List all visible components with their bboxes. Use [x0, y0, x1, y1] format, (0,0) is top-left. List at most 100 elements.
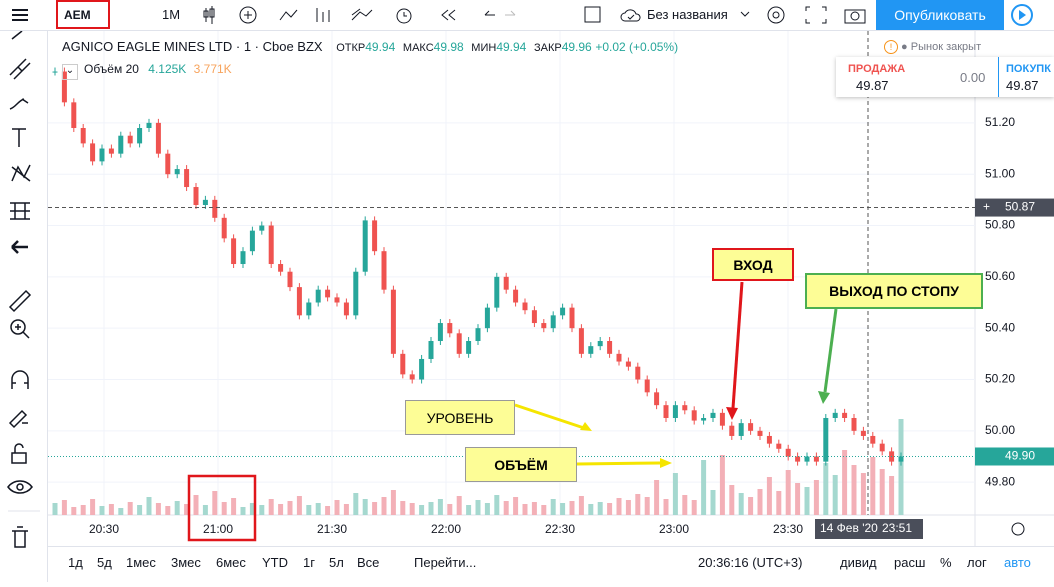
volume-bar [212, 491, 218, 515]
volume-bar [334, 500, 340, 515]
cloud-icon [620, 9, 641, 22]
candle [306, 302, 312, 316]
play-button[interactable] [1010, 3, 1034, 27]
range-button[interactable]: дивид [840, 555, 877, 570]
exit-label: ВЫХОД ПО СТОПУ [805, 273, 983, 309]
volume-annotation: ОБЪЁМ [465, 447, 577, 482]
candle [635, 366, 641, 380]
sell-label[interactable]: ПРОДАЖА [848, 63, 906, 75]
volume-bar [400, 501, 406, 515]
volume-bar [184, 504, 190, 515]
volume-value: 4.125K [148, 62, 187, 76]
candle [550, 315, 556, 329]
volume-bar [578, 496, 584, 515]
volume-bar [503, 501, 509, 515]
candle [400, 353, 406, 375]
candle [879, 443, 885, 452]
range-button[interactable]: 1г [303, 555, 315, 570]
candle [343, 302, 349, 316]
volume-bar [306, 505, 312, 515]
collapse-button[interactable]: ⌄ [62, 64, 78, 80]
volume-bar [165, 506, 171, 515]
range-button[interactable]: авто [1004, 555, 1031, 570]
volume-bar [61, 500, 67, 515]
candle [898, 456, 904, 462]
volume-bar [701, 460, 707, 515]
range-button[interactable]: % [940, 555, 952, 570]
time-cursor-time: 23:51 [882, 521, 912, 535]
candle [588, 346, 594, 354]
candle [240, 251, 246, 265]
candle [127, 135, 133, 144]
volume-bar [842, 450, 848, 515]
y-tick-label: 50.60 [985, 269, 1015, 283]
market-status-text: Рынок закрыт [910, 41, 982, 53]
buy-label[interactable]: ПОКУПК [1006, 63, 1051, 75]
y-tick-label: 50.00 [985, 423, 1015, 437]
volume-bar [362, 499, 368, 515]
symbol[interactable]: AEM [64, 8, 91, 22]
volume-bar [287, 501, 293, 515]
range-button[interactable]: лог [967, 555, 987, 570]
x-tick-label: 21:30 [317, 522, 347, 536]
volume-bar [607, 503, 613, 515]
range-button[interactable]: 1д [68, 555, 83, 570]
sell-price[interactable]: 49.87 [856, 78, 889, 93]
goto[interactable]: Перейти... [414, 555, 477, 570]
range-button[interactable]: 6мес [216, 555, 246, 570]
candle [682, 405, 688, 411]
volume-bar [832, 475, 838, 515]
candle [475, 328, 481, 342]
legend-line: AGNICO EAGLE MINES LTD · 1 · Cboe BZX ОТ… [62, 39, 679, 54]
candle [372, 220, 378, 252]
volume-bar [851, 465, 857, 515]
range-button[interactable]: 5л [329, 555, 344, 570]
volume-bar [296, 496, 302, 515]
volume-bar [259, 505, 265, 515]
range-button[interactable]: расш [894, 555, 926, 570]
volume-bar [409, 503, 415, 515]
menu-icon[interactable] [10, 7, 30, 23]
candle [268, 225, 274, 265]
volume-bar [381, 497, 387, 515]
volume-bar [80, 505, 86, 515]
interval[interactable]: 1M [162, 7, 181, 22]
close-label: ЗАКР [533, 42, 562, 54]
candle [776, 443, 782, 449]
fullscreen-box[interactable] [584, 6, 602, 24]
y-tick-label: 51.00 [985, 166, 1015, 180]
publish-button[interactable]: Опубликовать [876, 0, 1004, 30]
candle [146, 122, 152, 129]
high-value: 49.98 [433, 40, 464, 54]
x-tick-label: 21:00 [203, 522, 233, 536]
volume-bar [785, 470, 791, 515]
volume-bar [108, 504, 114, 515]
toolbar-icons-right [767, 6, 866, 24]
layout-name[interactable]: Без названия [647, 7, 728, 22]
candle [578, 328, 584, 354]
candle [231, 238, 237, 265]
buy-price[interactable]: 49.87 [1006, 78, 1039, 93]
volume-bar [513, 497, 519, 515]
x-tick-label: 23:30 [773, 522, 803, 536]
candle [560, 307, 566, 316]
settings-icon[interactable] [1011, 522, 1025, 536]
volume-bar [644, 497, 650, 515]
volume-bar [268, 499, 274, 515]
range-button[interactable]: 5д [97, 555, 112, 570]
range-button[interactable]: YTD [262, 555, 288, 570]
volume-bar [484, 503, 490, 515]
candle [193, 187, 199, 205]
spread: 0.00 [960, 70, 986, 85]
candle [278, 264, 284, 272]
range-button[interactable]: 1мес [126, 555, 156, 570]
candle [334, 297, 340, 303]
candle [287, 271, 293, 288]
range-button[interactable]: 3мес [171, 555, 201, 570]
volume-bar [597, 502, 603, 515]
candle [184, 169, 190, 188]
volume-bar [616, 498, 622, 515]
candle [71, 102, 77, 129]
candle [165, 153, 171, 175]
range-button[interactable]: Все [357, 555, 380, 570]
